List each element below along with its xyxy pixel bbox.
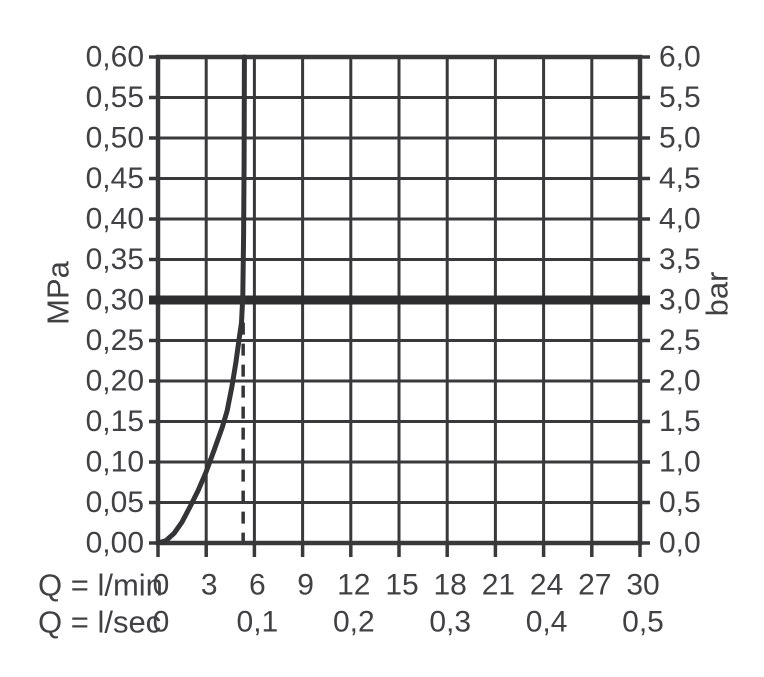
tick-label-left-0,15: 0,15 [86,405,144,438]
tick-label-right-6,0: 6,0 [659,41,701,74]
tick-label-right-1,0: 1,0 [659,446,701,479]
tick-label-lmin-24: 24 [530,569,563,602]
tick-label-left-0,20: 0,20 [86,365,144,398]
tick-label-left-0,00: 0,00 [86,527,144,560]
tick-label-left-0,55: 0,55 [86,81,144,114]
tick-label-right-5,0: 5,0 [659,122,701,155]
tick-label-left-0,40: 0,40 [86,203,144,236]
x-axis-lsec-unit-label: Q = l/sec [38,605,161,640]
chart-generated-layer: 0,600,550,500,450,400,350,300,250,200,15… [86,41,701,639]
tick-label-right-4,0: 4,0 [659,203,701,236]
tick-label-left-0,25: 0,25 [86,324,144,357]
tick-label-lmin-12: 12 [337,569,370,602]
tick-label-left-0,60: 0,60 [86,41,144,74]
tick-label-right-0,5: 0,5 [659,486,701,519]
tick-label-lsec-0,1: 0,1 [237,606,279,639]
tick-label-right-4,5: 4,5 [659,162,701,195]
tick-label-left-0,50: 0,50 [86,122,144,155]
x-axis-lmin-unit-label: Q = l/min [38,568,163,603]
tick-label-left-0,05: 0,05 [86,486,144,519]
tick-label-right-0,0: 0,0 [659,527,701,560]
tick-label-right-2,5: 2,5 [659,324,701,357]
tick-label-lsec-0,5: 0,5 [622,606,664,639]
tick-label-lmin-9: 9 [297,569,314,602]
tick-label-lmin-3: 3 [201,569,218,602]
tick-label-left-0,45: 0,45 [86,162,144,195]
tick-label-lsec-0,2: 0,2 [333,606,375,639]
tick-label-right-3,5: 3,5 [659,243,701,276]
tick-label-right-5,5: 5,5 [659,81,701,114]
tick-label-right-3,0: 3,0 [659,284,701,317]
tick-label-left-0,30: 0,30 [86,284,144,317]
tick-label-left-0,35: 0,35 [86,243,144,276]
y-axis-left-unit-label: MPa [41,260,76,325]
tick-label-lsec-0,4: 0,4 [526,606,568,639]
tick-label-lmin-30: 30 [626,569,659,602]
tick-label-lmin-15: 15 [385,569,418,602]
tick-label-right-1,5: 1,5 [659,405,701,438]
tick-label-right-2,0: 2,0 [659,365,701,398]
pressure-flow-curve [155,54,247,546]
tick-label-lmin-0: 0 [153,569,170,602]
tick-label-lmin-21: 21 [482,569,515,602]
tick-label-lmin-18: 18 [434,569,467,602]
tick-label-lmin-6: 6 [249,569,266,602]
tick-label-lmin-27: 27 [578,569,611,602]
y-axis-right-unit-label: bar [700,272,735,317]
tick-label-lsec-0: 0 [153,606,170,639]
tick-label-lsec-0,3: 0,3 [429,606,471,639]
tick-label-left-0,10: 0,10 [86,446,144,479]
